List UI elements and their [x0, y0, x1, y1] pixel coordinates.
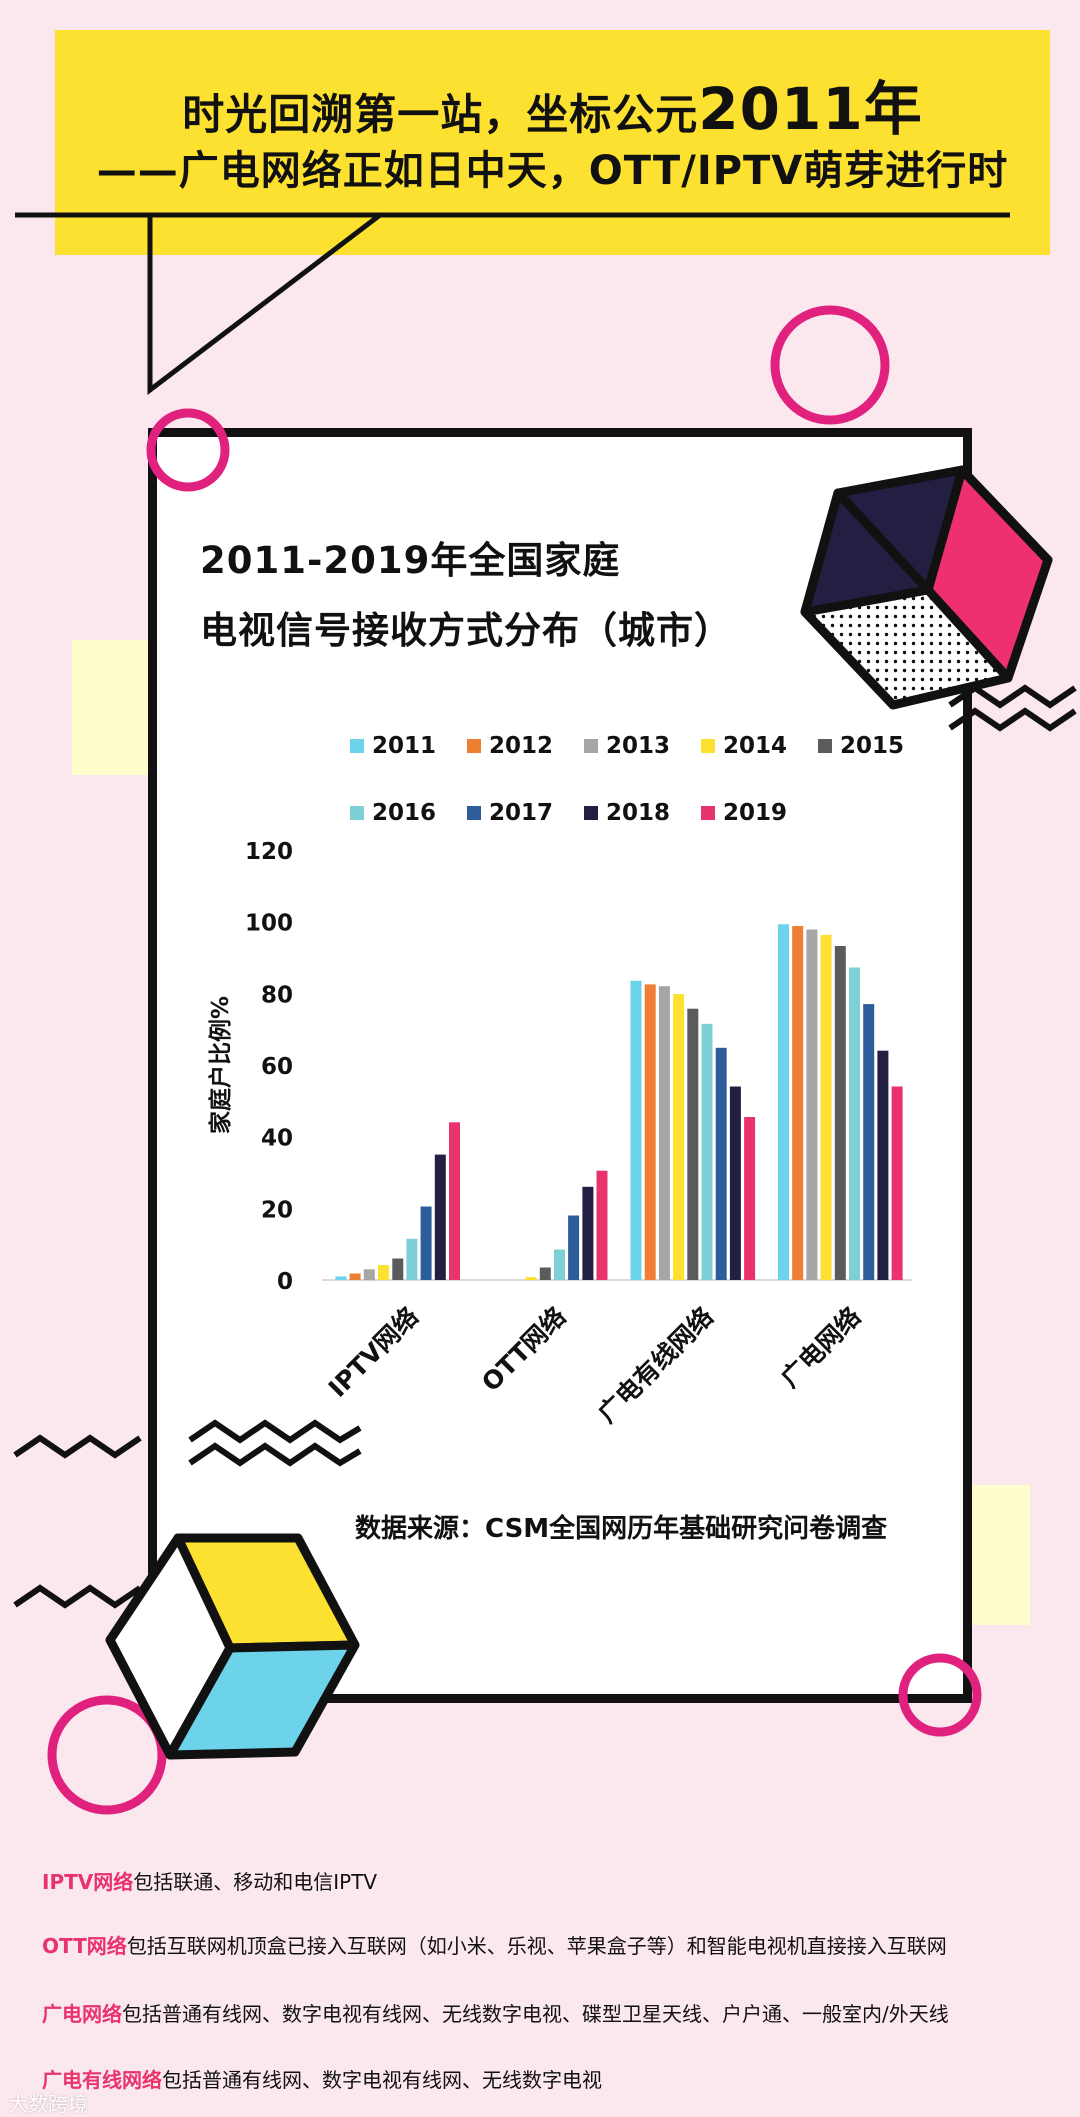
bar [658, 986, 670, 1280]
bar [630, 980, 642, 1280]
bar [539, 1267, 551, 1280]
legend-swatch [701, 806, 715, 820]
legend-swatch [467, 806, 481, 820]
bar [406, 1238, 418, 1280]
legend-label: 2014 [723, 733, 787, 759]
bar [820, 934, 832, 1280]
bar [525, 1277, 537, 1280]
definition-broadcast-cable: 广电有线网络包括普通有线网、数字电视有线网、无线数字电视 [42, 2064, 602, 2093]
bar [687, 1008, 699, 1280]
bar [729, 1086, 741, 1280]
bar [434, 1154, 446, 1280]
legend-swatch [584, 739, 598, 753]
headline-line-2: ——广电网络正如日中天，OTT/IPTV萌芽进行时 [96, 148, 1009, 194]
bar [392, 1258, 404, 1280]
legend-swatch [584, 806, 598, 820]
legend-label: 2018 [606, 800, 670, 826]
ring-decoration-bottom-left [47, 1695, 167, 1815]
y-tick-label: 0 [277, 1269, 293, 1295]
ring-decoration-bottom-right [898, 1653, 982, 1737]
legend-label: 2012 [489, 733, 553, 759]
bar [568, 1215, 580, 1280]
chart-panel [148, 428, 972, 1703]
bar [891, 1086, 903, 1280]
bar [420, 1206, 432, 1280]
bar [335, 1276, 347, 1280]
bar [449, 1122, 460, 1280]
bar [792, 926, 804, 1280]
source-note: 数据来源：CSM全国网历年基础研究问卷调查 [355, 1514, 888, 1544]
legend-swatch [818, 739, 832, 753]
bar [554, 1249, 565, 1280]
legend-label: 2016 [372, 800, 436, 826]
zigzag-right-2 [948, 707, 1077, 732]
bar [715, 1047, 727, 1280]
bar [378, 1265, 389, 1280]
zigzag-left-1 [13, 1434, 142, 1459]
zigzag-left-2 [13, 1584, 142, 1609]
definition-text: 包括普通有线网、数字电视有线网、无线数字电视 [162, 2068, 602, 2092]
bar [877, 1050, 889, 1280]
legend-swatch [350, 806, 364, 820]
legend-label: 2013 [606, 733, 670, 759]
zigzag-panel-2 [188, 1442, 362, 1467]
headline-line-1: 时光回溯第一站，坐标公元2011年 [55, 62, 1050, 146]
bar [582, 1186, 594, 1280]
legend-label: 2019 [723, 800, 787, 826]
definition-text: 包括互联网机顶盒已接入互联网（如小米、乐视、苹果盒子等）和智能电视机直接接入互联… [126, 1934, 947, 1958]
headline-prefix: 时光回溯第一站，坐标公元 [182, 90, 699, 139]
definition-ott: OTT网络包括互联网机顶盒已接入互联网（如小米、乐视、苹果盒子等）和智能电视机直… [42, 1930, 947, 1959]
pale-yellow-block-left [72, 640, 152, 775]
ring-decoration-panel-corner [146, 408, 230, 492]
headline-year: 2011年 [698, 75, 923, 143]
chart-title-line-2: 电视信号接收方式分布（城市） [200, 609, 732, 652]
y-tick-label: 120 [245, 839, 293, 865]
bar [644, 984, 656, 1280]
chart-title-line-1: 2011-2019年全国家庭 [200, 539, 621, 582]
legend-label: 2015 [840, 733, 904, 759]
cube-decoration-bottom-left [105, 1533, 360, 1760]
bar [834, 946, 846, 1280]
definition-term: 广电有线网络 [42, 2068, 162, 2092]
definition-term: IPTV网络 [42, 1870, 134, 1894]
bar [778, 924, 789, 1280]
legend-label: 2017 [489, 800, 553, 826]
bar [744, 1117, 756, 1280]
legend-swatch [350, 739, 364, 753]
legend-label: 2011 [372, 733, 436, 759]
bar [673, 994, 685, 1280]
bar [363, 1269, 375, 1281]
definition-text: 包括普通有线网、数字电视有线网、无线数字电视、碟型卫星天线、户户通、一般室内/外… [122, 2002, 949, 2026]
chart-legend: 2011 2012 2013 2014 2015 2016 2017 2018 2019 [350, 733, 904, 826]
definition-term: OTT网络 [42, 1934, 127, 1958]
y-tick-label: 40 [261, 1126, 293, 1152]
y-axis-label: 家庭户比例% [207, 996, 234, 1134]
legend-swatch [467, 739, 481, 753]
y-tick-label: 80 [261, 982, 293, 1008]
watermark-text: 大数跨境 [8, 2092, 88, 2116]
y-axis: 0 20 40 60 80 100 120 [245, 839, 293, 1295]
zigzag-panel-1 [188, 1419, 362, 1444]
ring-decoration-top [770, 305, 890, 425]
y-tick-label: 20 [261, 1197, 293, 1223]
y-tick-label: 60 [261, 1054, 293, 1080]
cube-decoration-top-right [800, 465, 1053, 710]
bar [863, 1004, 875, 1280]
definition-broadcast: 广电网络包括普通有线网、数字电视有线网、无线数字电视、碟型卫星天线、户户通、一般… [42, 1998, 949, 2027]
definition-iptv: IPTV网络包括联通、移动和电信IPTV [42, 1866, 377, 1895]
bar [806, 929, 818, 1280]
bar [849, 967, 860, 1280]
legend-swatch [701, 739, 715, 753]
definition-term: 广电网络 [42, 2002, 122, 2026]
definition-text: 包括联通、移动和电信IPTV [133, 1870, 378, 1894]
y-tick-label: 100 [245, 911, 293, 937]
speech-bubble-lines [15, 212, 1010, 396]
bar-series [335, 924, 903, 1281]
bar [701, 1023, 713, 1280]
bar [349, 1273, 361, 1280]
bar [596, 1170, 608, 1280]
